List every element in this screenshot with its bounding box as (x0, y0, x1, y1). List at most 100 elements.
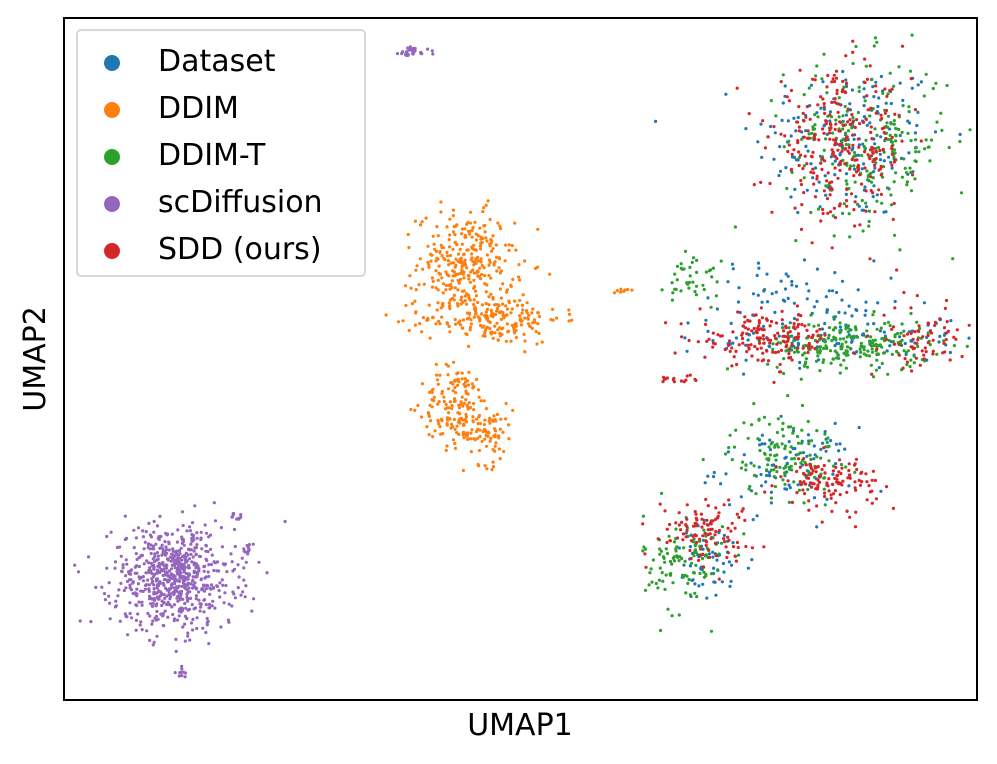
data-point (858, 347, 862, 351)
data-point (219, 625, 223, 629)
data-point (682, 563, 686, 567)
data-point (437, 271, 441, 275)
data-point (184, 571, 188, 576)
data-point (785, 343, 789, 348)
data-point (869, 335, 873, 339)
data-point (738, 310, 742, 315)
data-point (816, 485, 820, 489)
data-point (219, 526, 223, 530)
data-point (882, 159, 886, 163)
data-point (832, 206, 837, 210)
data-point (754, 492, 758, 496)
data-point (740, 336, 745, 341)
data-point (163, 549, 167, 553)
legend-box (76, 29, 366, 277)
data-point (503, 259, 507, 263)
data-point (834, 141, 838, 145)
data-point (446, 373, 450, 377)
data-point (864, 189, 868, 193)
data-point (704, 497, 708, 501)
data-point (806, 350, 810, 355)
data-point (918, 363, 922, 367)
data-point (786, 339, 790, 343)
data-point (497, 256, 501, 260)
data-point (434, 269, 438, 273)
data-point (801, 488, 805, 492)
data-point (688, 265, 692, 269)
data-point (837, 96, 841, 100)
data-point (421, 315, 425, 320)
data-point (643, 547, 648, 551)
data-point (458, 247, 462, 251)
data-point (692, 256, 696, 260)
data-point (694, 540, 699, 545)
data-point (692, 571, 696, 575)
data-point (799, 377, 803, 381)
data-point (894, 127, 898, 131)
data-point (896, 331, 900, 336)
data-point (815, 111, 819, 115)
data-point (435, 378, 440, 382)
data-point (434, 322, 438, 326)
data-point (853, 180, 857, 184)
data-point (825, 85, 829, 89)
data-point (821, 127, 825, 131)
data-point (808, 462, 812, 466)
data-point (807, 289, 811, 293)
data-point (411, 52, 415, 56)
data-point (86, 555, 91, 559)
data-point (186, 608, 190, 612)
data-point (928, 343, 932, 347)
data-point (509, 339, 513, 343)
data-point (706, 548, 711, 552)
data-point (501, 326, 505, 330)
data-point (134, 565, 138, 569)
data-point (427, 263, 431, 267)
data-point (773, 336, 778, 340)
data-point (693, 582, 697, 586)
data-point (827, 477, 831, 481)
data-point (846, 476, 850, 480)
data-point (850, 157, 854, 162)
data-point (449, 381, 453, 385)
data-point (515, 303, 520, 307)
data-point (145, 629, 149, 633)
data-point (674, 287, 678, 291)
data-point (809, 83, 814, 87)
data-point (193, 606, 198, 610)
data-point (174, 589, 178, 593)
data-point (793, 206, 797, 210)
data-point (707, 555, 712, 560)
data-point (139, 589, 143, 593)
data-point (428, 390, 432, 394)
data-point (783, 482, 787, 486)
data-point (438, 251, 442, 255)
data-point (499, 227, 503, 231)
data-point (781, 73, 785, 77)
data-point (884, 337, 888, 341)
data-point (822, 52, 826, 56)
data-point (532, 318, 537, 322)
data-point (675, 278, 679, 282)
data-point (670, 562, 674, 566)
data-point (831, 472, 835, 476)
data-point (209, 547, 213, 551)
data-point (418, 322, 422, 326)
data-point (171, 573, 175, 577)
data-point (892, 119, 896, 123)
data-point (889, 122, 893, 126)
data-point (778, 169, 783, 173)
data-point (792, 301, 797, 305)
data-point (455, 431, 459, 435)
data-point (816, 354, 820, 358)
data-point (523, 316, 527, 320)
data-point (824, 184, 828, 188)
data-point (838, 168, 842, 172)
data-point (770, 463, 774, 467)
data-point (774, 350, 778, 355)
data-point (888, 133, 892, 137)
data-point (752, 326, 756, 331)
data-point (923, 147, 927, 151)
data-point (779, 370, 783, 374)
data-point (163, 577, 167, 581)
